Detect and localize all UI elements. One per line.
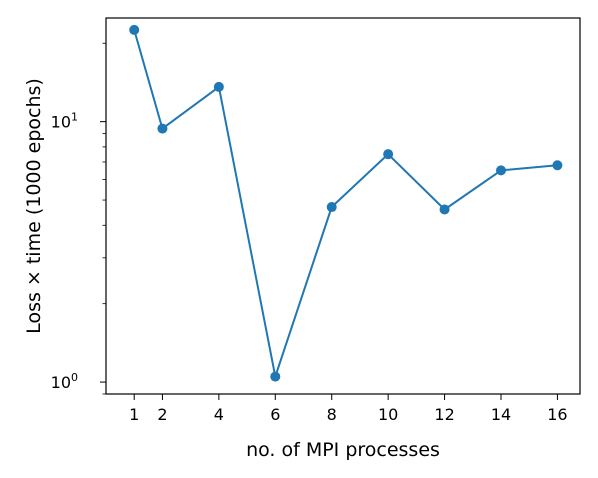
data-point	[496, 165, 506, 176]
data-point	[552, 160, 563, 171]
y-tick-label: 101	[51, 111, 78, 132]
data-point	[129, 24, 140, 35]
y-tick-label: 100	[51, 371, 78, 392]
x-tick-label: 14	[491, 405, 511, 424]
data-point	[270, 371, 281, 382]
x-tick-label: 10	[378, 405, 398, 424]
x-axis-ticks: 1 2 4 6 8 10 12 14 16	[129, 394, 568, 424]
data-point	[383, 149, 394, 160]
x-tick-label: 6	[270, 405, 280, 424]
x-tick-label: 1	[129, 405, 139, 424]
plot-layer	[129, 24, 563, 382]
data-point	[213, 81, 224, 92]
data-point	[157, 123, 168, 134]
x-tick-label: 2	[157, 405, 167, 424]
x-tick-label: 16	[547, 405, 567, 424]
plot-frame	[105, 17, 581, 395]
x-tick-label: 8	[327, 405, 337, 424]
data-point	[439, 204, 450, 215]
x-tick-label: 12	[434, 405, 454, 424]
x-tick-label: 4	[214, 405, 224, 424]
series-line	[133, 29, 558, 378]
y-axis-ticks: 100 101	[51, 42, 106, 395]
data-point	[326, 202, 337, 213]
y-axis-label: Loss × time (1000 epochs)	[23, 78, 45, 334]
x-axis-label: no. of MPI processes	[246, 439, 440, 461]
